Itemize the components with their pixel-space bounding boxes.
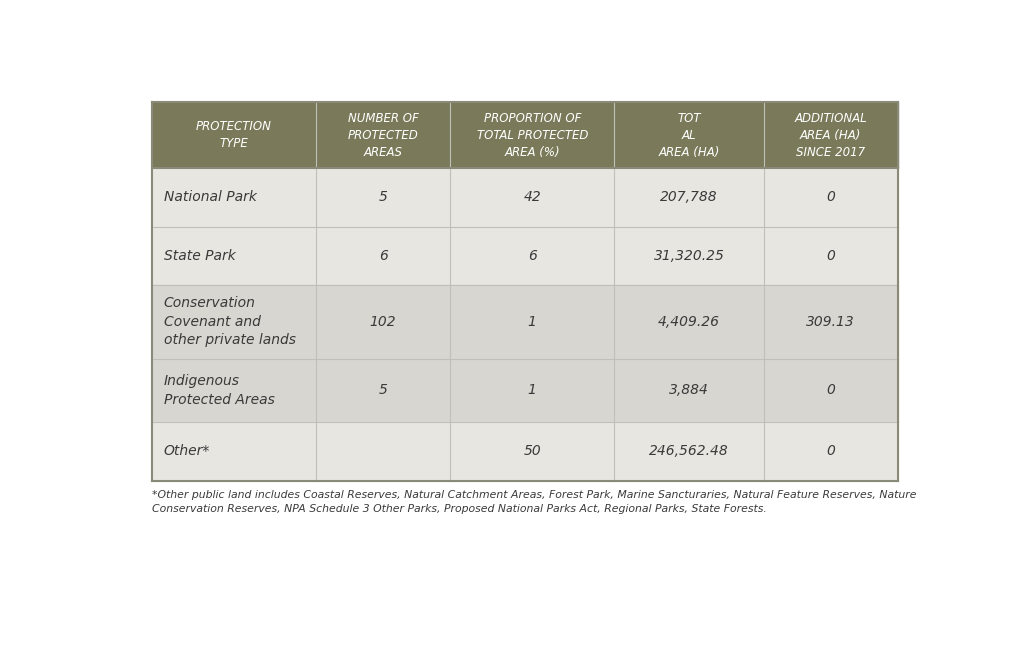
Text: *Other public land includes Coastal Reserves, Natural Catchment Areas, Forest Pa: *Other public land includes Coastal Rese…: [152, 490, 916, 514]
Text: 50: 50: [523, 444, 541, 459]
Text: State Park: State Park: [164, 249, 236, 263]
Text: PROPORTION OF
TOTAL PROTECTED
AREA (%): PROPORTION OF TOTAL PROTECTED AREA (%): [476, 112, 588, 158]
Text: 207,788: 207,788: [660, 190, 718, 205]
Text: 6: 6: [527, 249, 537, 263]
Text: 0: 0: [826, 249, 836, 263]
Text: Other*: Other*: [164, 444, 210, 459]
Text: 309.13: 309.13: [806, 315, 855, 329]
Text: Conservation
Covenant and
other private lands: Conservation Covenant and other private …: [164, 296, 296, 347]
Text: 1: 1: [527, 315, 537, 329]
Text: PROTECTION
TYPE: PROTECTION TYPE: [196, 120, 271, 150]
Bar: [152, 102, 898, 168]
Text: 4,409.26: 4,409.26: [657, 315, 720, 329]
Text: Indigenous
Protected Areas: Indigenous Protected Areas: [164, 374, 274, 407]
Bar: [152, 422, 898, 480]
Bar: [152, 226, 898, 285]
Text: 5: 5: [379, 383, 387, 397]
Bar: [152, 168, 898, 226]
Text: National Park: National Park: [164, 190, 257, 205]
Text: ADDITIONAL
AREA (HA)
SINCE 2017: ADDITIONAL AREA (HA) SINCE 2017: [795, 112, 867, 158]
Text: 0: 0: [826, 190, 836, 205]
Text: 6: 6: [379, 249, 387, 263]
Text: 3,884: 3,884: [669, 383, 709, 397]
Text: 5: 5: [379, 190, 387, 205]
Bar: [152, 359, 898, 422]
Bar: [152, 285, 898, 359]
Text: 31,320.25: 31,320.25: [653, 249, 724, 263]
Text: 42: 42: [523, 190, 541, 205]
Text: 0: 0: [826, 383, 836, 397]
Text: 102: 102: [370, 315, 396, 329]
Text: TOT
AL
AREA (HA): TOT AL AREA (HA): [658, 112, 720, 158]
Text: 1: 1: [527, 383, 537, 397]
Text: 246,562.48: 246,562.48: [649, 444, 729, 459]
Text: NUMBER OF
PROTECTED
AREAS: NUMBER OF PROTECTED AREAS: [348, 112, 419, 158]
Text: 0: 0: [826, 444, 836, 459]
